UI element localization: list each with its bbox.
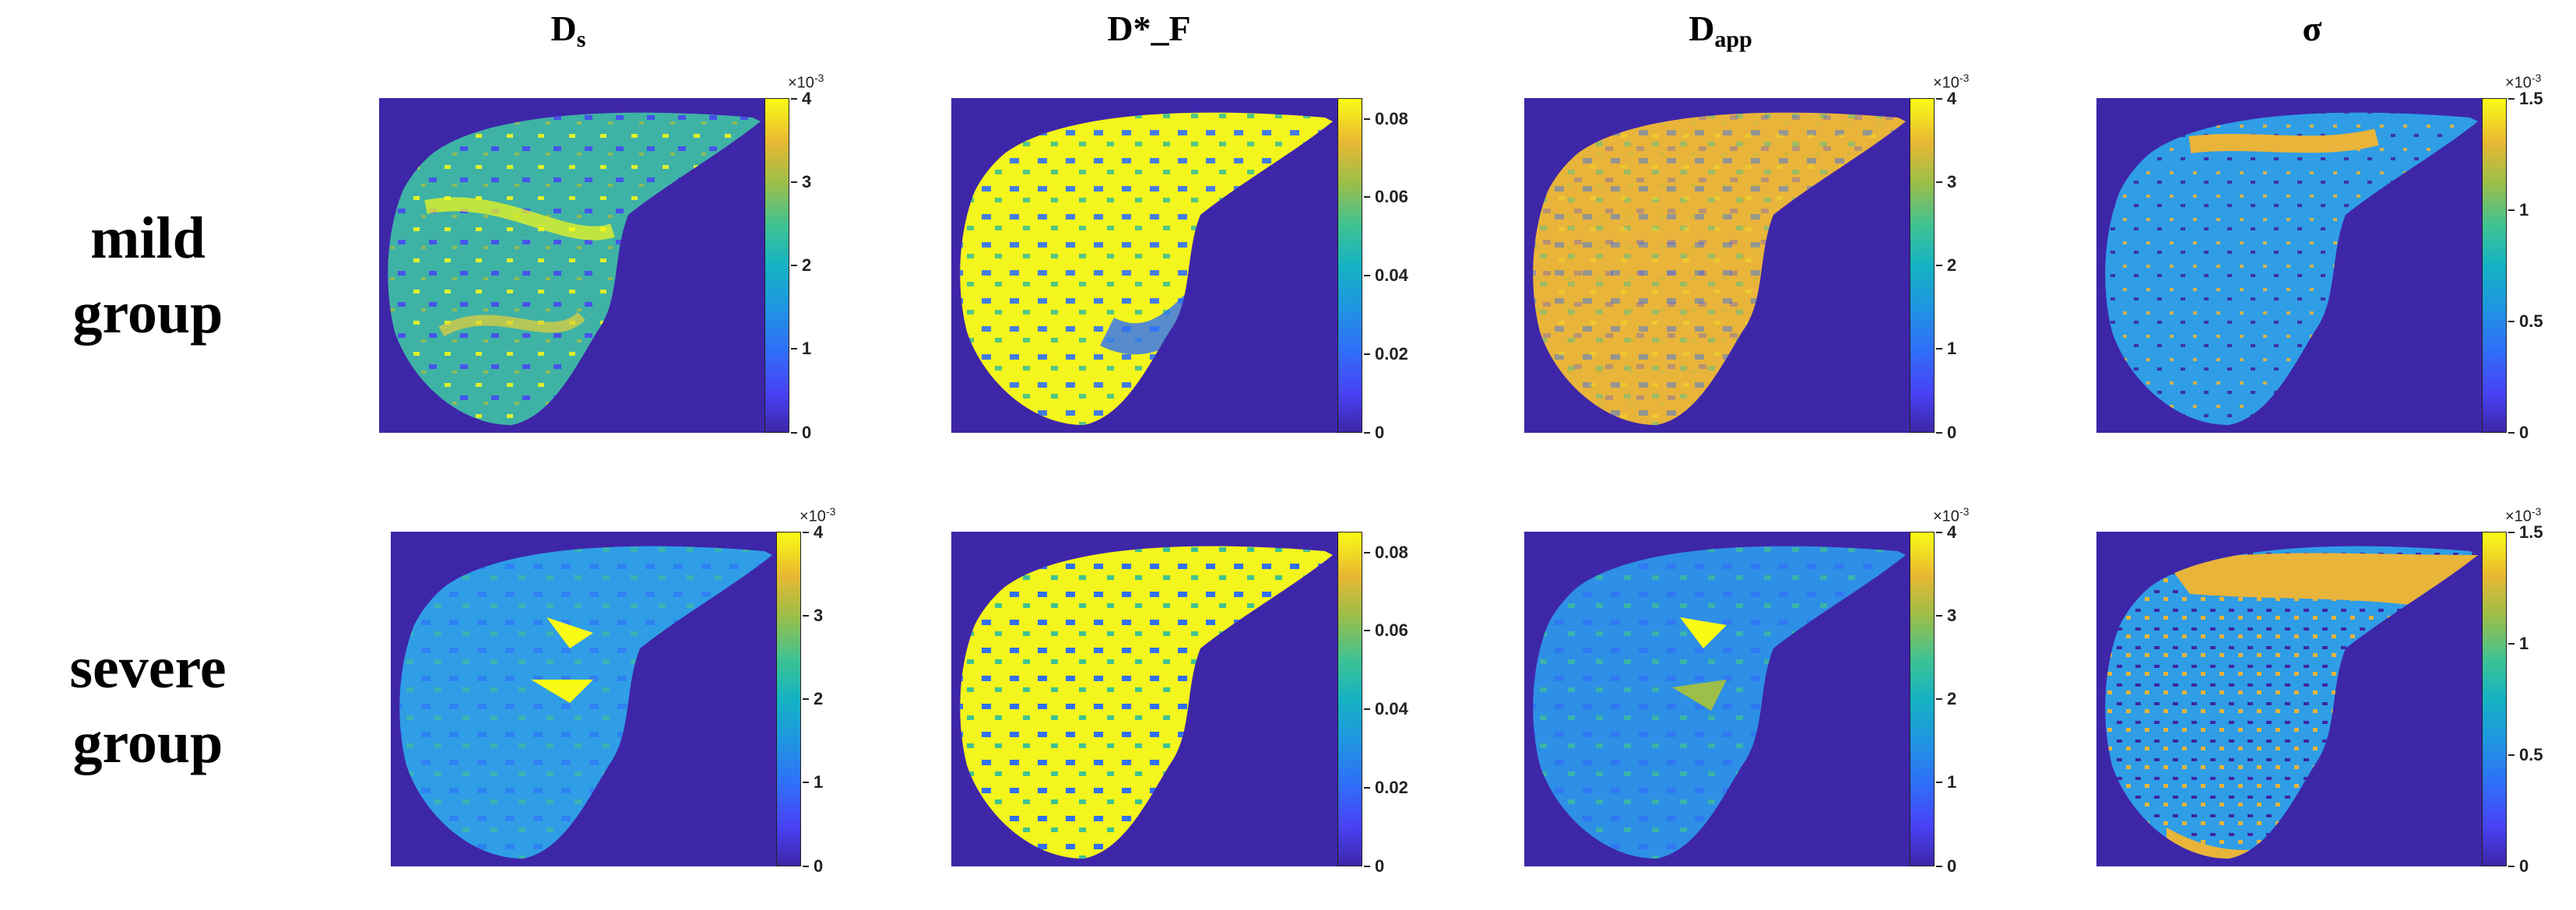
colorbar-severe-dstar-f xyxy=(1337,532,1362,866)
colorbar-exponent: ×10-3 xyxy=(2505,72,2542,92)
colorbar-tick: 0.08 xyxy=(1364,109,1408,128)
colorbar-mild-ds xyxy=(764,98,789,433)
map-severe-ds xyxy=(391,532,780,866)
colorbar-tick: 0 xyxy=(1935,856,1957,876)
colorbar-tick: 3 xyxy=(802,606,824,625)
colorbar-tick: 0.04 xyxy=(1364,699,1408,719)
colorbar-tick: 1 xyxy=(2507,200,2529,220)
colorbar-tick: 0 xyxy=(2507,856,2529,876)
colorbar-mild-sigma xyxy=(2482,98,2507,433)
colorbar-tick: 4 xyxy=(1935,522,1957,542)
colorbar-tick: 0.5 xyxy=(2508,745,2543,764)
colorbar-tick: 0 xyxy=(790,423,812,442)
colorbar-exponent: ×10-3 xyxy=(788,72,824,92)
colorbar-severe-dapp xyxy=(1910,532,1935,866)
colorbar-exponent: ×10-3 xyxy=(800,505,836,525)
map-mild-ds xyxy=(379,98,768,433)
colorbar-tick: 4 xyxy=(790,89,812,108)
colorbar-tick: 3 xyxy=(1935,172,1957,191)
colorbar-tick: 2 xyxy=(1935,255,1957,275)
colorbar-mild-dstar-f xyxy=(1337,98,1362,433)
colorbar-tick: 4 xyxy=(1935,89,1957,108)
colorbar-tick: 0 xyxy=(2507,423,2529,442)
colorbar-exponent: ×10-3 xyxy=(1933,505,1970,525)
colorbar-severe-sigma xyxy=(2482,532,2507,866)
colorbar-tick: 0 xyxy=(1935,423,1957,442)
map-mild-dstar-f xyxy=(951,98,1341,433)
colorbar-tick: 2 xyxy=(790,255,812,275)
colorbar-tick: 0.06 xyxy=(1364,620,1408,640)
map-mild-dapp xyxy=(1524,98,1914,433)
colorbar-tick: 3 xyxy=(790,172,812,191)
colorbar-mild-dapp xyxy=(1910,98,1935,433)
colorbar-tick: 1.5 xyxy=(2508,89,2543,108)
colorbar-tick: 0.06 xyxy=(1364,187,1408,206)
colorbar-tick: 0.02 xyxy=(1364,344,1408,364)
colorbar-tick: 0.02 xyxy=(1364,778,1408,797)
colorbar-tick: 1 xyxy=(790,339,812,358)
column-title-ds: Ds xyxy=(550,9,586,52)
colorbar-tick: 1 xyxy=(1935,339,1957,358)
colorbar-exponent: ×10-3 xyxy=(2505,505,2542,525)
colorbar-tick: 2 xyxy=(802,689,824,708)
colorbar-tick: 1 xyxy=(1935,772,1957,792)
colorbar-tick: 0 xyxy=(802,856,824,876)
column-title-dstar-f: D*_F xyxy=(1107,9,1191,48)
column-title-sigma: σ xyxy=(2302,9,2322,48)
colorbar-tick: 0.08 xyxy=(1364,543,1408,562)
colorbar-tick: 1.5 xyxy=(2508,522,2543,542)
colorbar-tick: 0.5 xyxy=(2508,311,2543,331)
map-mild-sigma xyxy=(2096,98,2486,433)
colorbar-tick: 4 xyxy=(802,522,824,542)
column-title-dapp: Dapp xyxy=(1689,9,1752,52)
map-severe-sigma xyxy=(2096,532,2486,866)
row-label-mild: mild group xyxy=(72,206,223,346)
map-severe-dapp xyxy=(1524,532,1914,866)
colorbar-tick: 3 xyxy=(1935,606,1957,625)
colorbar-tick: 2 xyxy=(1935,689,1957,708)
row-label-severe: severe group xyxy=(69,635,227,775)
colorbar-severe-ds xyxy=(776,532,801,866)
colorbar-tick: 0 xyxy=(1363,856,1385,876)
colorbar-tick: 0.04 xyxy=(1364,265,1408,285)
colorbar-tick: 1 xyxy=(802,772,824,792)
colorbar-exponent: ×10-3 xyxy=(1933,72,1970,92)
colorbar-tick: 0 xyxy=(1363,423,1385,442)
map-severe-dstar-f xyxy=(951,532,1341,866)
colorbar-tick: 1 xyxy=(2507,634,2529,653)
